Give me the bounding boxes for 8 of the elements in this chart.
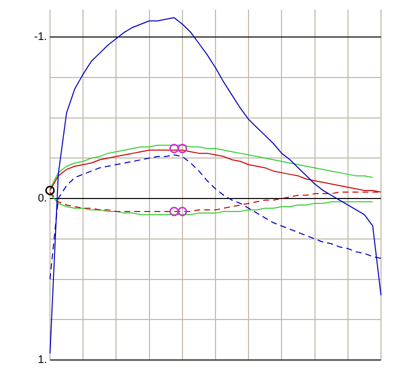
point xyxy=(178,206,188,216)
y-tick-label: -1. xyxy=(34,31,47,44)
point xyxy=(169,144,179,154)
point xyxy=(169,206,179,216)
point xyxy=(178,144,188,154)
y-tick-label: 0. xyxy=(38,192,47,205)
point xyxy=(45,186,55,196)
y-tick-label: 1. xyxy=(38,354,47,366)
